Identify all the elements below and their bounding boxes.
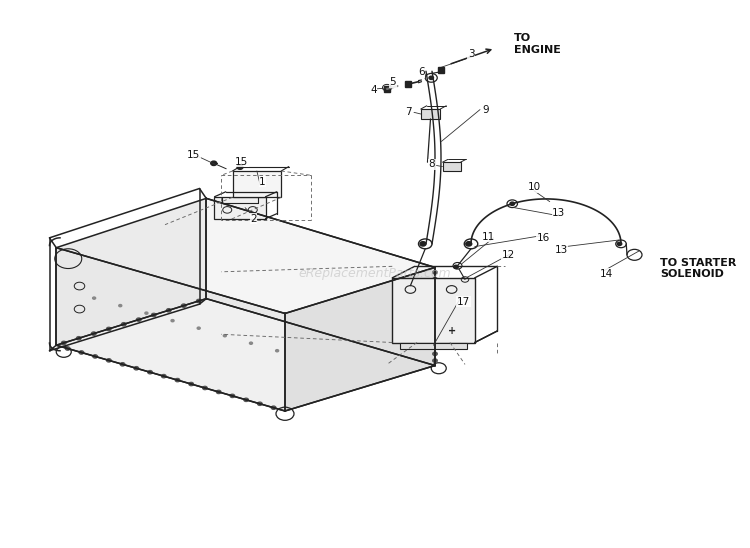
Circle shape	[118, 305, 122, 307]
Text: 9: 9	[483, 105, 489, 115]
Circle shape	[433, 339, 437, 342]
Circle shape	[224, 335, 226, 337]
Bar	[214, 197, 266, 219]
Circle shape	[276, 350, 279, 352]
Circle shape	[80, 351, 84, 354]
Circle shape	[433, 332, 437, 335]
Circle shape	[433, 325, 437, 328]
Circle shape	[134, 367, 139, 370]
Text: 15: 15	[235, 157, 248, 167]
Text: 12: 12	[502, 250, 515, 260]
Circle shape	[454, 265, 458, 269]
Circle shape	[202, 386, 207, 390]
Bar	[392, 278, 475, 342]
Circle shape	[122, 323, 126, 326]
Bar	[442, 162, 460, 171]
Circle shape	[189, 383, 194, 386]
Circle shape	[466, 242, 472, 246]
Text: 5: 5	[390, 77, 396, 87]
Circle shape	[433, 277, 437, 281]
Bar	[421, 109, 440, 119]
Circle shape	[433, 318, 437, 322]
Text: 7: 7	[406, 107, 412, 117]
Circle shape	[106, 327, 111, 330]
Circle shape	[433, 352, 437, 356]
Circle shape	[211, 161, 217, 165]
Polygon shape	[56, 198, 435, 313]
Circle shape	[433, 345, 437, 349]
Circle shape	[93, 355, 98, 358]
Circle shape	[230, 394, 235, 397]
Bar	[400, 342, 467, 349]
Circle shape	[65, 347, 70, 350]
Text: 15: 15	[187, 150, 200, 159]
Text: 6: 6	[419, 67, 424, 77]
Circle shape	[257, 402, 262, 406]
Text: 13: 13	[554, 246, 568, 255]
Bar	[232, 171, 281, 197]
Circle shape	[120, 363, 124, 366]
Circle shape	[433, 271, 437, 274]
Circle shape	[510, 202, 515, 206]
Circle shape	[420, 242, 426, 246]
Circle shape	[433, 284, 437, 288]
Circle shape	[166, 309, 171, 312]
Circle shape	[250, 342, 253, 344]
Text: 11: 11	[482, 232, 495, 242]
Text: 4: 4	[370, 85, 376, 95]
Text: 8: 8	[429, 159, 435, 169]
Text: 10: 10	[527, 182, 541, 192]
Circle shape	[433, 291, 437, 294]
Circle shape	[76, 336, 81, 340]
Circle shape	[237, 165, 243, 169]
Text: TO
ENGINE: TO ENGINE	[514, 33, 560, 55]
Circle shape	[93, 297, 96, 299]
Circle shape	[617, 242, 622, 246]
Circle shape	[62, 341, 66, 345]
Text: +: +	[448, 326, 456, 336]
Text: 1: 1	[260, 177, 266, 187]
Circle shape	[145, 312, 148, 314]
Circle shape	[197, 327, 200, 329]
Polygon shape	[56, 248, 285, 411]
Polygon shape	[285, 267, 435, 411]
Circle shape	[244, 398, 248, 402]
Circle shape	[429, 76, 433, 79]
Circle shape	[182, 304, 186, 307]
Polygon shape	[56, 198, 206, 345]
Circle shape	[196, 299, 201, 302]
Circle shape	[136, 318, 141, 321]
Circle shape	[161, 374, 166, 378]
Text: 17: 17	[457, 297, 470, 307]
Circle shape	[148, 370, 152, 374]
Circle shape	[92, 332, 96, 335]
Text: TO STARTER
SOLENOID: TO STARTER SOLENOID	[660, 258, 736, 279]
Text: 3: 3	[468, 49, 474, 59]
Circle shape	[217, 390, 221, 393]
Text: 13: 13	[552, 208, 566, 218]
Text: 2: 2	[251, 214, 257, 224]
Circle shape	[433, 359, 437, 362]
Circle shape	[433, 305, 437, 308]
Circle shape	[433, 298, 437, 301]
Circle shape	[152, 313, 156, 317]
Text: 14: 14	[599, 269, 613, 279]
Circle shape	[272, 406, 276, 409]
Circle shape	[176, 379, 180, 382]
Circle shape	[171, 319, 174, 322]
Circle shape	[433, 311, 437, 315]
Text: 16: 16	[536, 233, 550, 243]
Circle shape	[106, 359, 111, 362]
Text: eReplacementParts.com: eReplacementParts.com	[298, 267, 452, 281]
Polygon shape	[56, 299, 435, 411]
